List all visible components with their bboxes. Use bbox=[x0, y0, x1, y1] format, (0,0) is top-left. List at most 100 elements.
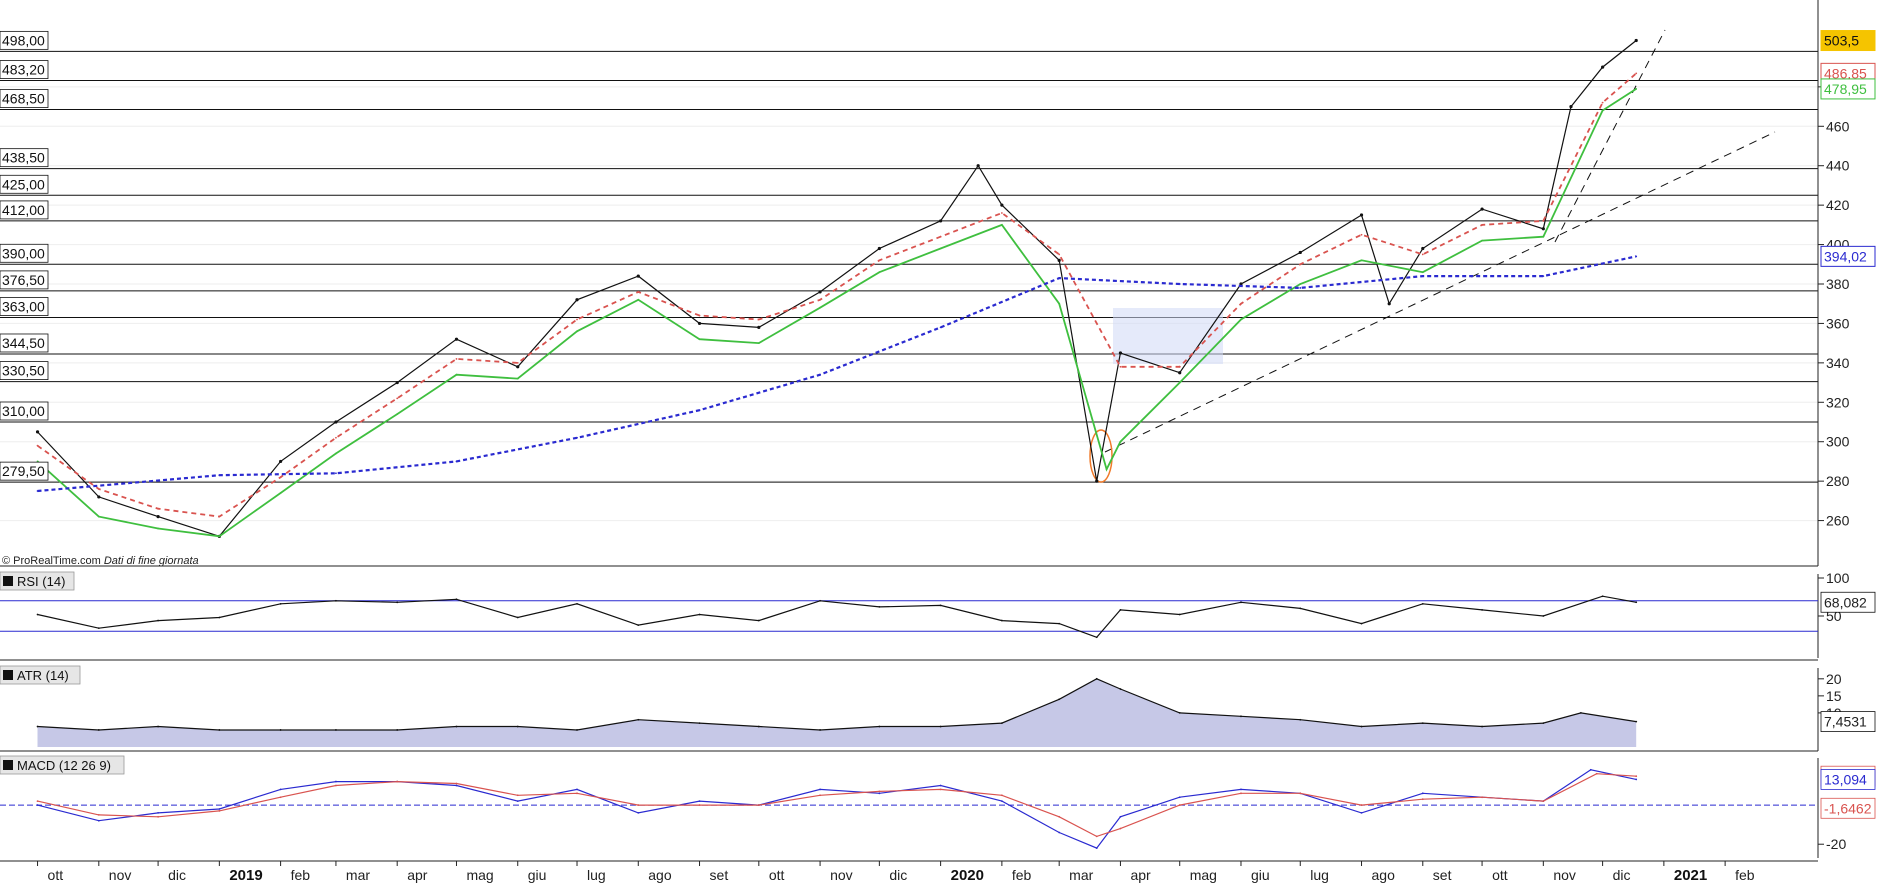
indicator-series-point bbox=[939, 788, 942, 791]
level-label-box bbox=[0, 461, 49, 481]
price-series-point bbox=[1601, 65, 1605, 69]
indicator-series-point bbox=[1299, 718, 1302, 721]
indicator-series-point bbox=[1589, 768, 1592, 771]
indicator-last-tag bbox=[1820, 797, 1876, 819]
price-series-point bbox=[939, 326, 942, 329]
price-series-point bbox=[878, 259, 881, 262]
indicator-tick-label: 20 bbox=[1826, 671, 1842, 687]
price-tick-label: 460 bbox=[1826, 118, 1850, 134]
price-series-point bbox=[36, 490, 39, 492]
x-tick-label: set bbox=[710, 867, 729, 883]
price-series-point bbox=[878, 271, 881, 274]
level-label-box bbox=[0, 174, 49, 194]
price-series-point bbox=[1542, 235, 1545, 238]
price-series-point bbox=[757, 318, 760, 321]
indicator-series-point bbox=[1095, 835, 1098, 838]
price-tick-label: 380 bbox=[1826, 276, 1850, 292]
price-series-point bbox=[1360, 233, 1363, 236]
price-series-point bbox=[396, 397, 399, 400]
level-label: 412,00 bbox=[2, 202, 45, 218]
price-series-point bbox=[1421, 275, 1424, 278]
price-series-point bbox=[1000, 223, 1003, 226]
indicator-series-point bbox=[396, 780, 399, 783]
price-series-point bbox=[1421, 253, 1424, 256]
price-panel: 260280300320340360380400420440460480 498… bbox=[0, 0, 1876, 567]
credit-note: Dati di fine giornata bbox=[104, 555, 199, 567]
price-series-point bbox=[976, 164, 980, 168]
indicator-series-point bbox=[1240, 792, 1242, 795]
price-series-point bbox=[575, 298, 579, 302]
level-label-box bbox=[0, 361, 49, 380]
indicator-series-point bbox=[757, 725, 760, 728]
price-series-point bbox=[939, 247, 942, 250]
price-series-point bbox=[1239, 282, 1243, 286]
support-resistance-levels bbox=[0, 50, 1818, 483]
level-label: 483,20 bbox=[2, 62, 45, 78]
indicator-series-point bbox=[1601, 595, 1604, 598]
indicator-series-point bbox=[157, 725, 159, 728]
indicator-series-point bbox=[1299, 792, 1302, 795]
indicator-series-point bbox=[637, 624, 640, 627]
price-series-point bbox=[636, 274, 640, 278]
price-series-point bbox=[819, 373, 821, 376]
indicator-series-point bbox=[1058, 815, 1061, 818]
indicator-series-point bbox=[97, 813, 100, 816]
indicator-series-point bbox=[698, 804, 701, 806]
last-value-tag bbox=[1820, 30, 1876, 52]
indicator-series-point bbox=[939, 784, 942, 787]
indicator-series-point bbox=[1178, 613, 1181, 616]
indicator-series-point bbox=[1421, 792, 1424, 795]
price-series-point bbox=[1601, 101, 1604, 104]
x-tick-label: lug bbox=[1310, 867, 1329, 883]
price-series-point bbox=[1058, 253, 1061, 256]
indicator-series-point bbox=[637, 804, 640, 806]
x-tick-label: nov bbox=[830, 867, 853, 883]
price-series-point bbox=[698, 409, 701, 412]
price-series-point bbox=[698, 314, 701, 317]
price-series-point bbox=[1601, 109, 1604, 112]
indicator-series-point bbox=[516, 800, 519, 803]
indicator-title-box bbox=[0, 571, 75, 591]
level-label-box bbox=[0, 89, 49, 108]
price-series-point bbox=[818, 290, 822, 294]
indicator-series-point bbox=[1000, 619, 1003, 622]
indicator-series-point bbox=[1421, 798, 1424, 801]
indicator-series-point bbox=[516, 616, 519, 619]
indicator-series-point bbox=[698, 800, 701, 803]
level-label-box bbox=[0, 30, 49, 50]
indicator-series-point bbox=[97, 729, 100, 731]
indicator-series-point bbox=[335, 599, 337, 602]
level-label: 425,00 bbox=[2, 176, 45, 192]
last-value-tag bbox=[1820, 78, 1876, 100]
x-tick-label: apr bbox=[407, 867, 428, 883]
indicator-series-point bbox=[878, 605, 881, 608]
indicator-series-point bbox=[97, 819, 100, 822]
indicator-series-point bbox=[36, 613, 39, 616]
indicator-series-point bbox=[1579, 712, 1582, 714]
indicator-series-point bbox=[939, 604, 942, 607]
price-series-point bbox=[1481, 239, 1483, 242]
indicator-series-point bbox=[516, 794, 519, 797]
indicator-series-point bbox=[1360, 804, 1363, 806]
indicator-series-point bbox=[1360, 811, 1363, 814]
price-series-point bbox=[1178, 381, 1181, 384]
price-series-line bbox=[37, 40, 1637, 537]
price-series-point bbox=[454, 337, 459, 341]
level-label-box bbox=[0, 200, 49, 220]
price-series-point bbox=[1299, 263, 1302, 266]
indicator-series-point bbox=[335, 784, 337, 787]
indicator-title: ATR (14) bbox=[17, 668, 69, 683]
indicator-series-point bbox=[1481, 796, 1483, 799]
level-label: 498,00 bbox=[2, 32, 45, 48]
indicator-series-point bbox=[1178, 796, 1181, 799]
price-series-point bbox=[218, 515, 221, 518]
indicator-series-point bbox=[576, 788, 578, 791]
x-tick-label: nov bbox=[1553, 867, 1576, 883]
indicator-series-point bbox=[455, 598, 458, 601]
level-label-box bbox=[0, 60, 49, 79]
indicator-series-point bbox=[1542, 800, 1545, 803]
price-series-line bbox=[36, 72, 1637, 518]
price-series-point bbox=[516, 365, 520, 369]
level-label: 310,00 bbox=[2, 403, 45, 419]
